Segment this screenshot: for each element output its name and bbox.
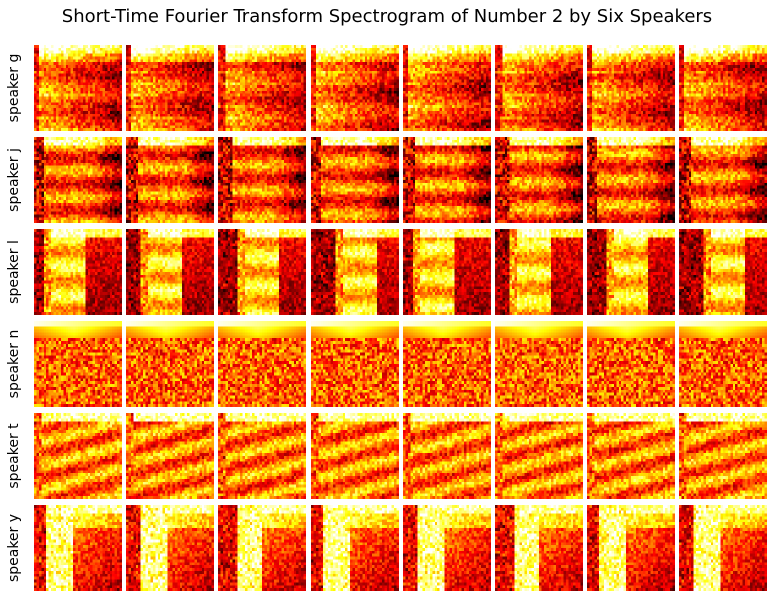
spectrogram-y-1 <box>34 505 122 591</box>
spectrogram-y-7 <box>587 505 675 591</box>
spectrogram-y-4 <box>311 505 399 591</box>
spectrogram-j-1 <box>34 137 122 223</box>
spectrogram-t-7 <box>587 413 675 499</box>
spectrogram-l-2 <box>126 229 214 315</box>
spectrogram-l-5 <box>403 229 491 315</box>
spectrogram-t-8 <box>679 413 767 499</box>
spectrogram-l-1 <box>34 229 122 315</box>
spectrogram-l-8 <box>679 229 767 315</box>
spectrogram-j-8 <box>679 137 767 223</box>
spectrogram-n-5 <box>403 321 491 407</box>
spectrogram-l-4 <box>311 229 399 315</box>
spectrogram-n-6 <box>495 321 583 407</box>
spectrogram-y-2 <box>126 505 214 591</box>
spectrogram-l-7 <box>587 229 675 315</box>
spectrogram-n-4 <box>311 321 399 407</box>
spectrogram-j-5 <box>403 137 491 223</box>
spectrogram-g-4 <box>311 45 399 131</box>
spectrogram-g-3 <box>218 45 306 131</box>
spectrogram-t-3 <box>218 413 306 499</box>
spectrogram-n-8 <box>679 321 767 407</box>
spectrogram-g-6 <box>495 45 583 131</box>
spectrogram-j-6 <box>495 137 583 223</box>
spectrogram-g-8 <box>679 45 767 131</box>
spectrogram-j-7 <box>587 137 675 223</box>
spectrogram-y-5 <box>403 505 491 591</box>
spectrogram-y-3 <box>218 505 306 591</box>
spectrogram-g-1 <box>34 45 122 131</box>
spectrogram-n-1 <box>34 321 122 407</box>
spectrogram-t-5 <box>403 413 491 499</box>
spectrogram-l-3 <box>218 229 306 315</box>
spectrogram-n-3 <box>218 321 306 407</box>
spectrogram-t-6 <box>495 413 583 499</box>
spectrogram-t-1 <box>34 413 122 499</box>
spectrogram-g-5 <box>403 45 491 131</box>
spectrogram-n-7 <box>587 321 675 407</box>
spectrogram-y-8 <box>679 505 767 591</box>
spectrogram-j-3 <box>218 137 306 223</box>
spectrogram-n-2 <box>126 321 214 407</box>
spectrogram-g-2 <box>126 45 214 131</box>
spectrogram-g-7 <box>587 45 675 131</box>
spectrogram-t-4 <box>311 413 399 499</box>
spectrogram-j-2 <box>126 137 214 223</box>
spectrogram-y-6 <box>495 505 583 591</box>
spectrogram-j-4 <box>311 137 399 223</box>
spectrogram-t-2 <box>126 413 214 499</box>
spectrogram-l-6 <box>495 229 583 315</box>
